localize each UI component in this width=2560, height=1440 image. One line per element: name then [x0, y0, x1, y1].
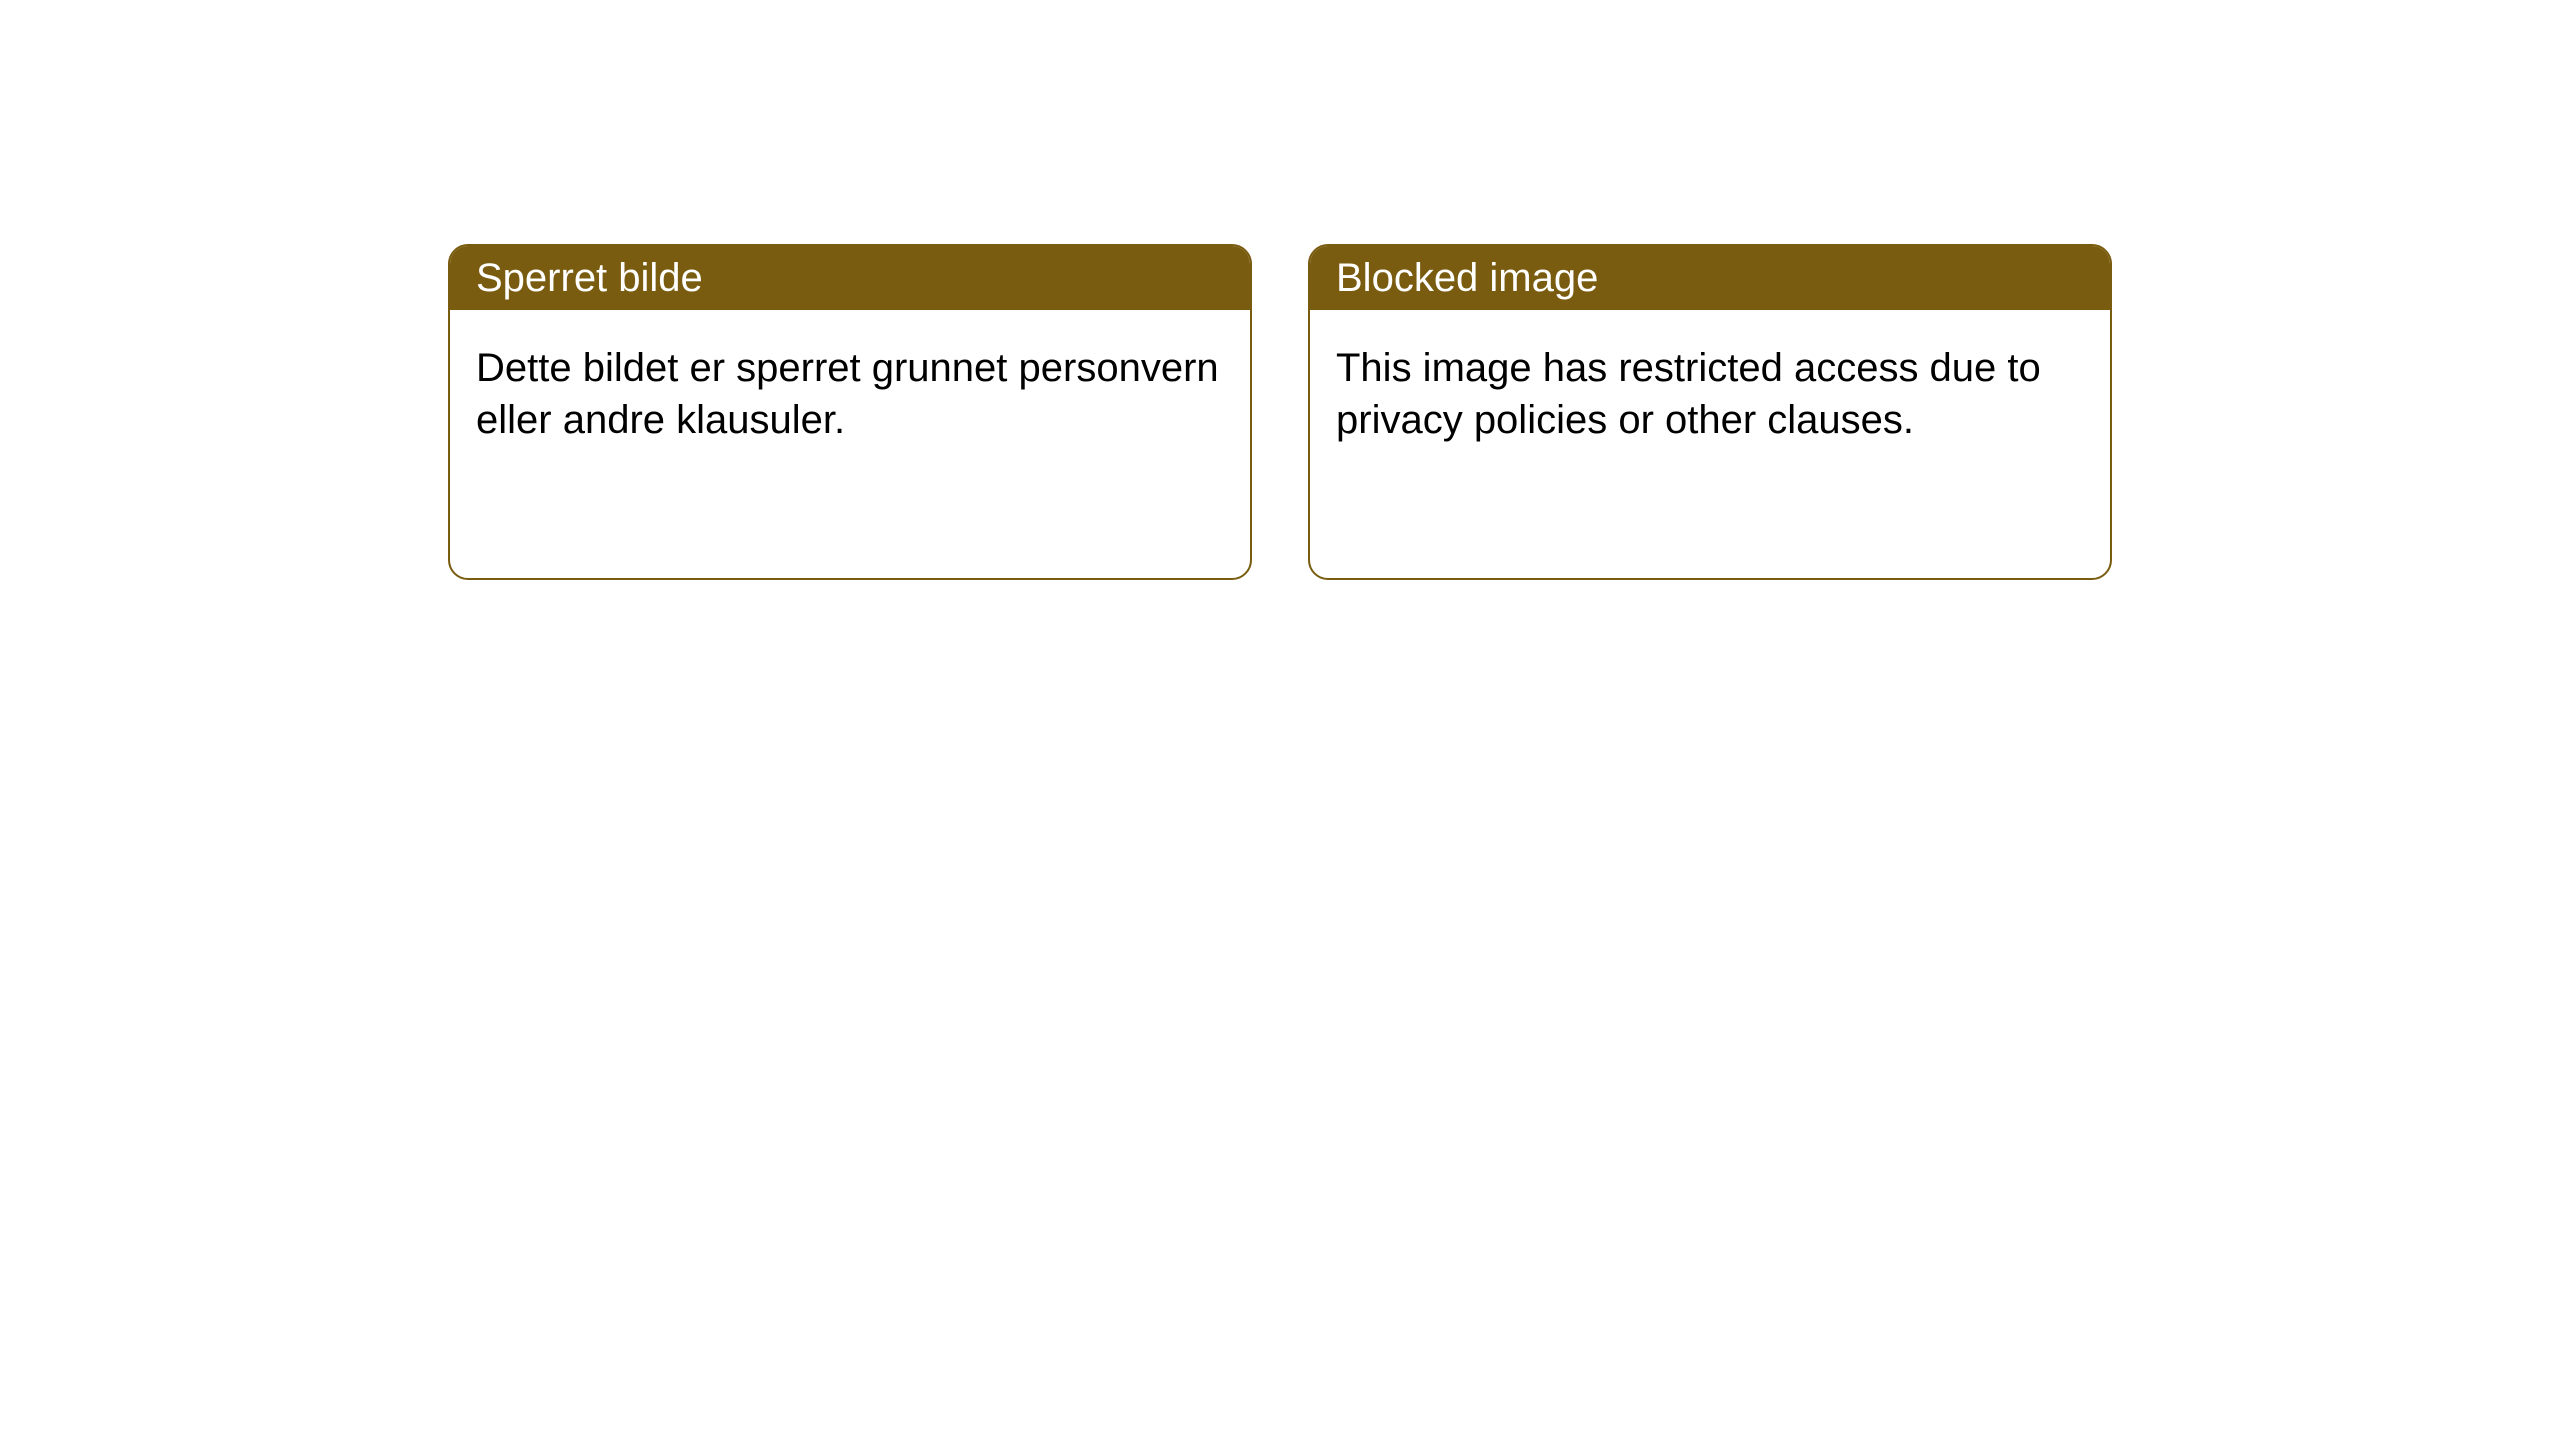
- notice-card-norwegian: Sperret bilde Dette bildet er sperret gr…: [448, 244, 1252, 580]
- notice-card-body: This image has restricted access due to …: [1310, 310, 2110, 478]
- notice-card-title: Sperret bilde: [450, 246, 1250, 310]
- notice-card-body: Dette bildet er sperret grunnet personve…: [450, 310, 1250, 478]
- notice-card-english: Blocked image This image has restricted …: [1308, 244, 2112, 580]
- notice-card-title: Blocked image: [1310, 246, 2110, 310]
- notice-cards-container: Sperret bilde Dette bildet er sperret gr…: [0, 0, 2560, 580]
